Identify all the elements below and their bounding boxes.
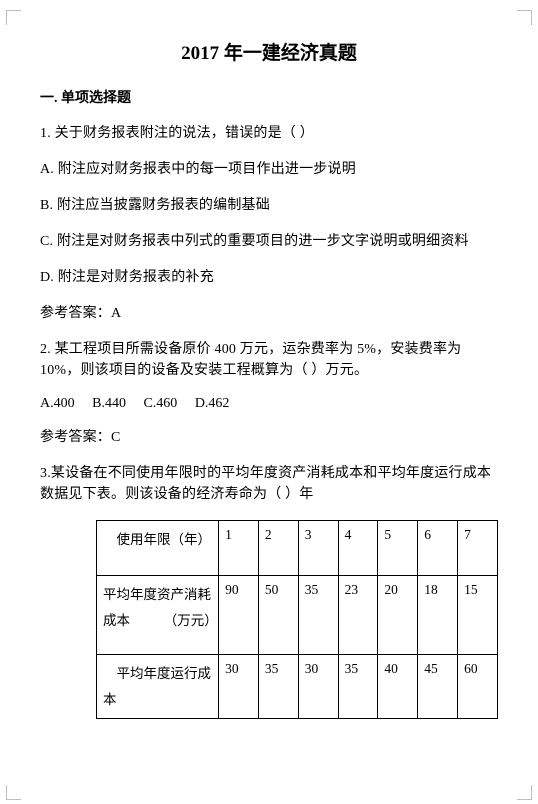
- section-heading: 一. 单项选择题: [40, 87, 498, 107]
- cell: 15: [458, 576, 498, 655]
- q2-opt-c: C.460: [143, 396, 177, 412]
- cell: 50: [258, 576, 298, 655]
- col-4: 4: [338, 521, 378, 576]
- table-row: 使用年限（年） 1 2 3 4 5 6 7: [97, 521, 498, 576]
- row-head-years: 使用年限（年）: [97, 521, 219, 576]
- crop-mark-tr: [517, 10, 532, 25]
- cell: 40: [378, 655, 418, 719]
- col-2: 2: [258, 521, 298, 576]
- table-row: 平均年度运行成本 30 35 30 35 40 45 60: [97, 655, 498, 719]
- table-row: 平均年度资产消耗成本 （万元） 90 50 35 23 20 18 15: [97, 576, 498, 655]
- q3-table: 使用年限（年） 1 2 3 4 5 6 7 平均年度资产消耗成本 （万元） 90…: [96, 520, 498, 719]
- col-6: 6: [418, 521, 458, 576]
- q1-opt-b: B. 附注应当披露财务报表的编制基础: [40, 195, 498, 216]
- cell: 23: [338, 576, 378, 655]
- cell: 35: [338, 655, 378, 719]
- cell: 60: [458, 655, 498, 719]
- row-head-run-cost: 平均年度运行成本: [97, 655, 219, 719]
- col-5: 5: [378, 521, 418, 576]
- row-head-asset-cost: 平均年度资产消耗成本 （万元）: [97, 576, 219, 655]
- crop-mark-tl: [6, 10, 21, 25]
- q2-opt-a: A.400: [40, 396, 75, 412]
- q1-answer: 参考答案：A: [40, 303, 498, 324]
- q1-stem: 1. 关于财务报表附注的说法，错误的是（ ）: [40, 123, 498, 144]
- cell: 35: [258, 655, 298, 719]
- cell: 45: [418, 655, 458, 719]
- cell: 20: [378, 576, 418, 655]
- q1-opt-a: A. 附注应对财务报表中的每一项目作出进一步说明: [40, 159, 498, 180]
- q2-opt-d: D.462: [195, 396, 230, 412]
- crop-mark-br: [517, 785, 532, 800]
- q3-stem: 3.某设备在不同使用年限时的平均年度资产消耗成本和平均年度运行成本数据见下表。则…: [40, 463, 498, 505]
- page: 2017 年一建经济真题 一. 单项选择题 1. 关于财务报表附注的说法，错误的…: [0, 0, 538, 719]
- q1-opt-d: D. 附注是对财务报表的补充: [40, 267, 498, 288]
- cell: 35: [298, 576, 338, 655]
- crop-mark-bl: [6, 785, 21, 800]
- col-7: 7: [458, 521, 498, 576]
- q2-answer: 参考答案：C: [40, 427, 498, 448]
- q1-opt-c: C. 附注是对财务报表中列式的重要项目的进一步文字说明或明细资料: [40, 231, 498, 252]
- cell: 90: [219, 576, 259, 655]
- doc-title: 2017 年一建经济真题: [40, 38, 498, 65]
- cell: 30: [298, 655, 338, 719]
- q2-opt-b: B.440: [92, 396, 126, 412]
- q2-options: A.400 B.440 C.460 D.462: [40, 396, 498, 412]
- col-3: 3: [298, 521, 338, 576]
- cell: 18: [418, 576, 458, 655]
- cell: 30: [219, 655, 259, 719]
- q2-stem: 2. 某工程项目所需设备原价 400 万元，运杂费率为 5%，安装费率为 10%…: [40, 339, 498, 381]
- col-1: 1: [219, 521, 259, 576]
